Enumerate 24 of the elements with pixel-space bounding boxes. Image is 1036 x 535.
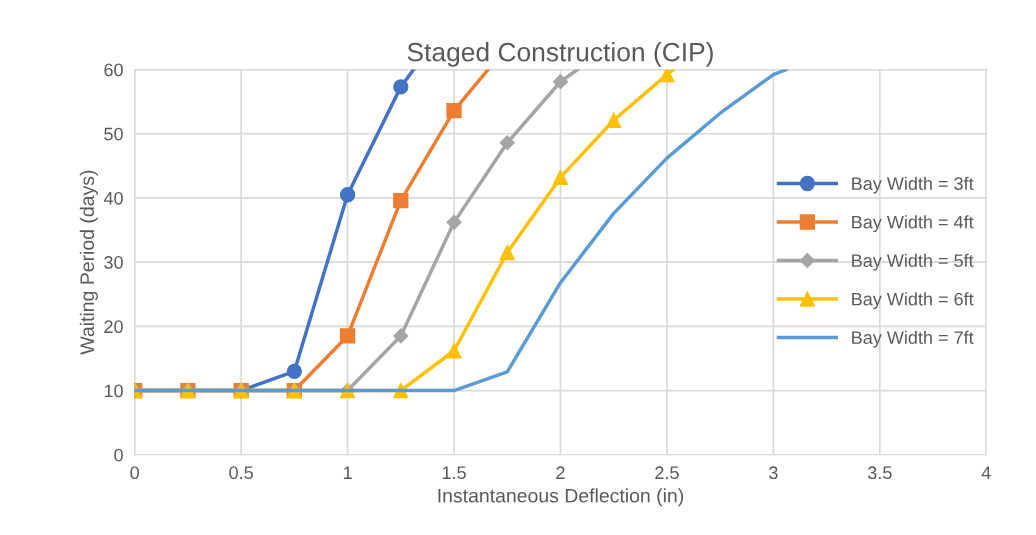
y-tick-label: 40 bbox=[103, 191, 123, 205]
chart-title: Staged Construction (CIP) bbox=[407, 42, 713, 67]
y-tick-label: 0 bbox=[114, 448, 123, 462]
legend-label: Bay Width = 5ft bbox=[852, 253, 974, 271]
x-axis-title: Instantaneous Deflection (in) bbox=[438, 488, 684, 507]
y-tick-label: 30 bbox=[104, 256, 123, 269]
y-axis-title: Waiting Period (days) bbox=[79, 170, 98, 355]
legend-label: Bay Width = 3ft bbox=[852, 176, 974, 194]
x-tick-label: 0.5 bbox=[229, 466, 253, 480]
x-tick-label: 3 bbox=[769, 466, 778, 480]
legend-label: Bay Width = 7ft bbox=[852, 330, 974, 348]
legend-label: Bay Width = 6ft bbox=[852, 292, 974, 310]
x-tick-label: 3.5 bbox=[867, 466, 892, 480]
x-tick-label: 1.5 bbox=[442, 466, 466, 480]
y-tick-label: 50 bbox=[104, 127, 123, 141]
y-tick-label: 60 bbox=[104, 63, 123, 77]
y-tick-label: 20 bbox=[104, 320, 123, 334]
x-tick-label: 2 bbox=[556, 466, 565, 479]
y-tick-label: 10 bbox=[104, 384, 123, 398]
x-tick-label: 4 bbox=[981, 466, 991, 479]
legend-label: Bay Width = 4ft bbox=[852, 215, 974, 233]
x-tick-label: 0 bbox=[130, 466, 139, 480]
x-tick-label: 1 bbox=[343, 466, 352, 479]
x-tick-label: 2.5 bbox=[655, 466, 679, 480]
